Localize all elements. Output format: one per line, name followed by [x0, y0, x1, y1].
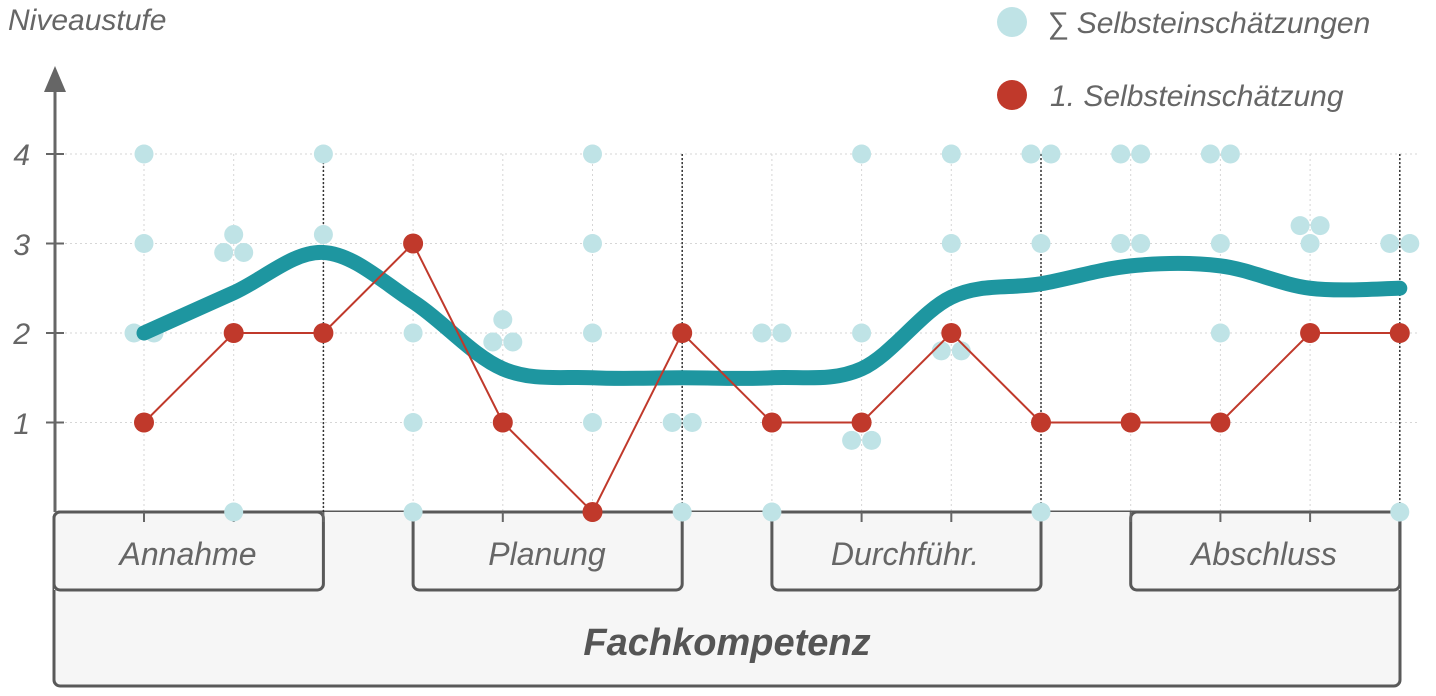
sum-assessment-point	[1131, 234, 1151, 253]
sum-assessment-point	[931, 341, 951, 361]
phase-band	[54, 512, 1400, 590]
sum-assessment-point	[493, 310, 513, 330]
y-axis-label: Niveaustufe	[8, 4, 166, 37]
phase-label-planung: Planung	[488, 536, 606, 572]
y-tick-3: 3	[13, 229, 30, 262]
sum-assessment-point	[1031, 502, 1051, 522]
sum-assessment-point	[313, 225, 333, 245]
legend-first-swatch	[997, 80, 1027, 110]
average-line	[136, 244, 1408, 386]
y-axis-arrow	[44, 66, 66, 92]
sum-assessment-point	[1400, 234, 1420, 253]
chart-labels: Niveaustufe 4 3 2 1 ∑ Selbsteinschätzung…	[8, 4, 1370, 664]
sum-assessment-point	[583, 144, 602, 164]
sum-assessment-point	[682, 413, 702, 432]
first-assessment-point	[1389, 323, 1410, 343]
sum-assessment-point	[224, 502, 244, 522]
sum-assessment-point	[862, 430, 882, 450]
first-assessment-point	[582, 502, 603, 522]
domain-label: Fachkompetenz	[583, 622, 870, 664]
phase-frame	[1129, 510, 1402, 592]
sum-assessment-point	[1111, 144, 1131, 164]
legend-sum-label: ∑ Selbsteinschätzungen	[1047, 7, 1370, 40]
first-assessment-point	[941, 323, 962, 343]
first-assessment-point	[672, 323, 693, 343]
sum-assessment-point	[951, 341, 971, 361]
sum-assessment-point	[583, 413, 602, 432]
sum-assessment-point	[772, 323, 792, 343]
y-tick-4: 4	[13, 139, 30, 172]
phase-label-durchfuehrung: Durchführ.	[831, 536, 979, 572]
average-curve	[136, 244, 1408, 386]
first-assessment-point	[134, 412, 154, 433]
sum-assessment-point	[483, 332, 503, 352]
sum-assessment-point	[224, 225, 244, 245]
sum-assessment-point	[852, 323, 872, 343]
phase-frame	[411, 510, 684, 592]
sum-assessment-point	[1210, 323, 1230, 343]
sum-assessment-point	[842, 430, 862, 450]
sum-assessment-point	[1041, 144, 1061, 164]
first-assessment-point	[1120, 412, 1141, 433]
sum-assessment-point	[1310, 216, 1330, 236]
sum-assessment-point	[852, 144, 872, 164]
sum-assessment-point	[134, 144, 154, 164]
sum-assessment-point	[1131, 144, 1151, 164]
sum-assessment-point	[762, 502, 782, 522]
sum-assessment-point	[403, 413, 423, 432]
first-assessment-point	[761, 412, 782, 433]
sum-assessment-point	[583, 323, 602, 343]
sum-assessment-point	[1300, 234, 1320, 253]
sum-assessment-point	[583, 234, 602, 253]
legend-first-label: 1. Selbsteinschätzung	[1050, 80, 1344, 113]
sum-assessment-point	[313, 144, 333, 164]
first-assessment-point	[403, 233, 424, 254]
sum-assessment-point	[752, 323, 772, 343]
phase-label-abschluss: Abschluss	[1189, 536, 1337, 572]
first-assessment-point	[1031, 412, 1051, 433]
sum-assessment-point	[1111, 234, 1131, 253]
sum-assessment-point	[1380, 234, 1400, 253]
sum-assessment-point	[1021, 144, 1041, 164]
sum-assessment-point	[672, 502, 692, 522]
y-tick-1: 1	[13, 408, 30, 441]
first-assessment-point	[1300, 323, 1321, 343]
phase-label-annahme: Annahme	[118, 536, 257, 572]
sum-assessment-point	[503, 332, 523, 352]
phase-frame	[52, 510, 325, 592]
y-tick-2: 2	[12, 318, 30, 351]
legend-sum-swatch	[997, 7, 1027, 37]
phase-frame	[770, 510, 1043, 592]
sum-assessment-point	[134, 234, 154, 253]
first-assessment-point	[1210, 412, 1231, 433]
first-assessment-point	[223, 323, 244, 343]
first-assessment-point	[851, 412, 872, 433]
first-assessment-point	[313, 323, 334, 343]
sum-assessment-point	[941, 144, 961, 164]
first-assessment-series	[134, 233, 1410, 522]
phase-frames	[52, 510, 1402, 688]
sum-assessment-point	[1390, 502, 1410, 522]
sum-assessment-point	[662, 413, 682, 432]
sum-assessment-point	[1031, 234, 1051, 253]
sum-assessment-point	[1210, 234, 1230, 253]
first-assessment-point	[492, 412, 513, 433]
sum-assessment-point	[941, 234, 961, 253]
sum-assessment-point	[403, 502, 423, 522]
sum-assessment-point	[403, 323, 423, 343]
sum-assessment-point	[1220, 144, 1240, 164]
sum-assessment-point	[214, 242, 234, 262]
sum-assessment-point	[1290, 216, 1310, 236]
sum-assessment-point	[1200, 144, 1220, 164]
sum-assessment-point	[234, 242, 254, 262]
